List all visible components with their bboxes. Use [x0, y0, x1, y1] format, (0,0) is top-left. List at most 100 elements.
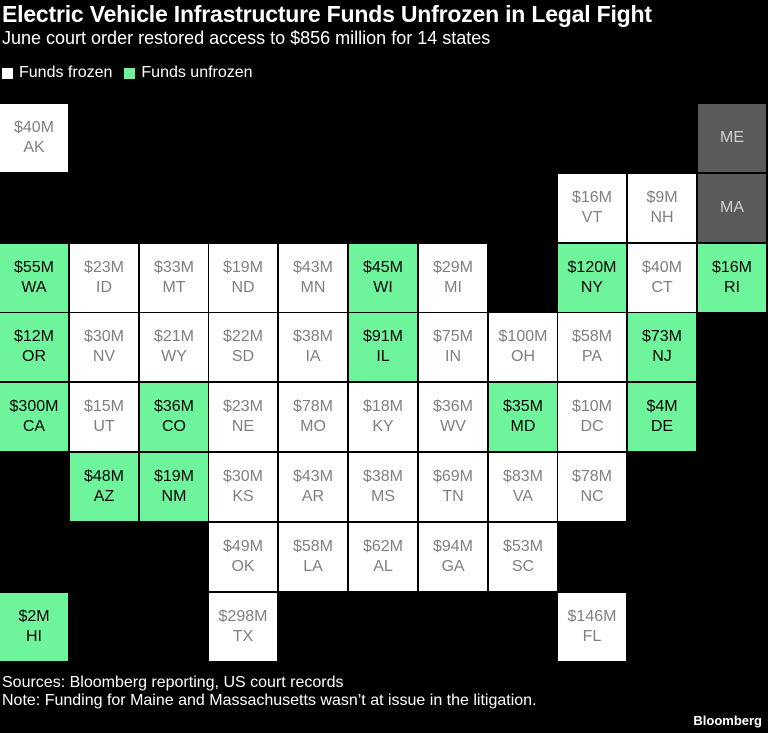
state-value-label: $78M [571, 468, 613, 485]
state-tile-wa: $55M WA [0, 244, 68, 312]
legend-item-frozen: Funds frozen [2, 64, 112, 82]
state-abbrev-label: CT [651, 279, 673, 296]
state-tile-ct: $40M CT [628, 244, 696, 312]
state-abbrev-label: LA [303, 558, 323, 575]
state-tile-pa: $58M PA [558, 313, 626, 381]
state-tile-ga: $94M GA [419, 523, 487, 591]
state-abbrev-label: UT [93, 418, 115, 435]
state-value-label: $300M [9, 398, 59, 415]
state-abbrev-label: DE [650, 418, 674, 435]
state-tile-ky: $18M KY [349, 383, 417, 451]
state-abbrev-label: OR [22, 348, 46, 365]
state-abbrev-label: OH [511, 348, 535, 365]
state-value-label: $69M [432, 468, 474, 485]
state-tile-ca: $300M CA [0, 383, 68, 451]
state-tile-md: $35M MD [489, 383, 557, 451]
state-abbrev-label: GA [441, 558, 465, 575]
state-tile-ok: $49M OK [209, 523, 277, 591]
legend-item-unfrozen: Funds unfrozen [124, 64, 253, 82]
state-value-label: $9M [646, 189, 678, 206]
state-abbrev-label: WA [21, 279, 47, 296]
state-abbrev-label: KY [372, 418, 394, 435]
state-abbrev-label: ND [231, 279, 255, 296]
state-abbrev-label: VT [581, 209, 603, 226]
state-value-label: $18M [362, 398, 404, 415]
legend-label-frozen: Funds frozen [19, 64, 113, 81]
state-tile-ar: $43M AR [279, 453, 347, 521]
state-tile-co: $36M CO [140, 383, 208, 451]
state-value-label: $19M [222, 259, 264, 276]
state-tile-id: $23M ID [70, 244, 138, 312]
state-value-label: $23M [83, 259, 125, 276]
state-tile-nc: $78M NC [558, 453, 626, 521]
state-abbrev-label: VA [512, 488, 534, 505]
state-value-label: $58M [292, 538, 334, 555]
state-value-label: $30M [222, 468, 264, 485]
state-abbrev-label: DC [580, 418, 604, 435]
state-tile-nj: $73M NJ [628, 313, 696, 381]
state-abbrev-label: NV [92, 348, 116, 365]
state-value-label: $40M [641, 259, 683, 276]
state-tile-sd: $22M SD [209, 313, 277, 381]
state-tile-wv: $36M WV [419, 383, 487, 451]
state-value-label: $38M [362, 468, 404, 485]
sources-text: Sources: Bloomberg reporting, US court r… [2, 674, 344, 691]
footer: Sources: Bloomberg reporting, US court r… [2, 674, 602, 710]
state-tile-me: ME [698, 104, 766, 172]
state-value-label: $48M [83, 468, 125, 485]
state-value-label: $21M [153, 328, 195, 345]
legend-label-unfrozen: Funds unfrozen [141, 64, 253, 81]
state-value-label: $35M [502, 398, 544, 415]
state-abbrev-label: MN [300, 279, 326, 296]
state-abbrev-label: CA [22, 418, 46, 435]
state-value-label: $30M [83, 328, 125, 345]
state-abbrev-label: WI [373, 279, 393, 296]
state-value-label: $2M [18, 608, 50, 625]
legend-swatch-unfrozen [124, 67, 136, 79]
state-abbrev-label: MI [444, 279, 462, 296]
bloomberg-logo: Bloomberg [693, 713, 762, 728]
state-tile-wi: $45M WI [349, 244, 417, 312]
state-tile-mt: $33M MT [140, 244, 208, 312]
state-value-label: $22M [222, 328, 264, 345]
state-tile-mo: $78M MO [279, 383, 347, 451]
state-value-label: $19M [153, 468, 195, 485]
state-abbrev-label: NC [580, 488, 604, 505]
state-abbrev-label: WV [440, 418, 466, 435]
state-abbrev-label: NJ [652, 348, 672, 365]
state-value-label: $75M [432, 328, 474, 345]
state-value-label: $43M [292, 259, 334, 276]
state-abbrev-label: NY [580, 279, 604, 296]
state-abbrev-label: MS [371, 488, 395, 505]
state-value-label: $23M [222, 398, 264, 415]
state-tile-dc: $10M DC [558, 383, 626, 451]
state-abbrev-label: NM [161, 488, 187, 505]
state-value-label: $298M [218, 608, 268, 625]
state-abbrev-label: MT [162, 279, 186, 296]
state-value-label: $45M [362, 259, 404, 276]
state-abbrev-label: FL [582, 628, 602, 645]
state-value-label: $94M [432, 538, 474, 555]
state-value-label: $36M [153, 398, 195, 415]
state-abbrev-label: AK [23, 139, 45, 156]
legend: Funds frozen Funds unfrozen [2, 64, 265, 82]
state-abbrev-label: IA [305, 348, 321, 365]
state-value-label: $49M [222, 538, 264, 555]
state-abbrev-label: AR [301, 488, 325, 505]
state-tile-sc: $53M SC [489, 523, 557, 591]
state-abbrev-label: MA [720, 199, 744, 216]
state-abbrev-label: NE [231, 418, 255, 435]
state-tile-az: $48M AZ [70, 453, 138, 521]
state-value-label: $83M [502, 468, 544, 485]
state-tile-ne: $23M NE [209, 383, 277, 451]
state-abbrev-label: ID [96, 279, 112, 296]
state-abbrev-label: OK [231, 558, 255, 575]
state-tile-fl: $146M FL [558, 593, 626, 661]
state-abbrev-label: TX [232, 628, 254, 645]
state-abbrev-label: SD [231, 348, 255, 365]
state-tile-al: $62M AL [349, 523, 417, 591]
state-tile-nd: $19M ND [209, 244, 277, 312]
state-abbrev-label: WY [161, 348, 187, 365]
state-tile-ms: $38M MS [349, 453, 417, 521]
